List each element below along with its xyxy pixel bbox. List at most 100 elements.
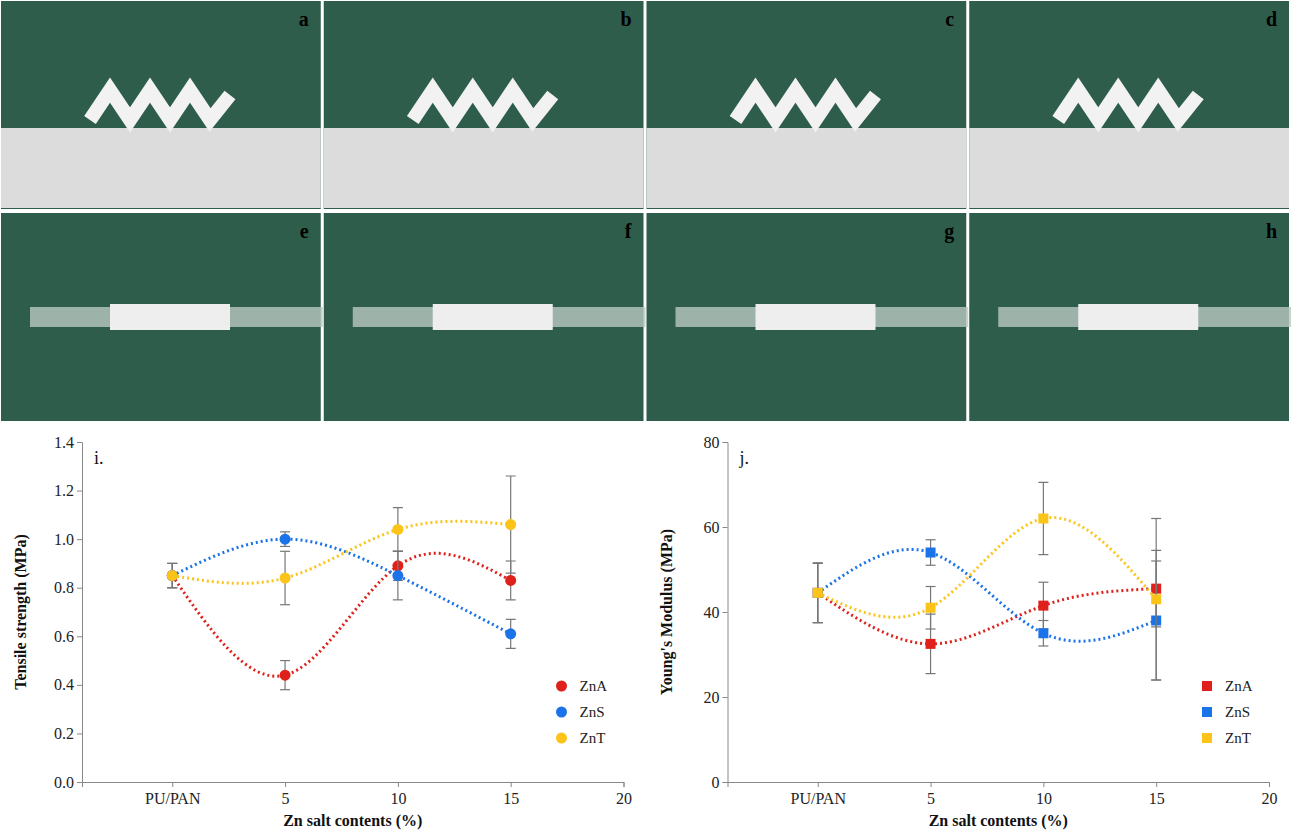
x-axis: PU/PAN 5 10 15 20	[83, 782, 633, 807]
x-tick: 10	[1036, 782, 1052, 807]
legend-label: ZnS	[580, 704, 605, 720]
error-bar	[393, 508, 403, 552]
x-tick: 5	[282, 782, 290, 807]
photo-panel: a	[1, 1, 321, 209]
legend-marker	[556, 733, 567, 744]
error-bar	[167, 563, 177, 587]
error-bar-cap	[813, 563, 823, 564]
photo-background	[647, 1, 967, 209]
photo-panel: d	[969, 1, 1289, 209]
x-tick-label: 10	[390, 790, 406, 807]
y-tick-label: 80	[704, 434, 720, 451]
x-tick-mark	[398, 782, 399, 787]
trend-line	[172, 553, 510, 676]
data-point	[926, 548, 936, 558]
x-tick-label: 5	[282, 790, 290, 807]
error-bar-cap	[813, 563, 823, 564]
x-tick-label: 10	[1036, 790, 1052, 807]
error-bar-cap	[1038, 645, 1048, 646]
y-tick-label: 0.2	[54, 725, 74, 742]
figure: abcdefghPU/PAN51015200.00.20.40.60.81.01…	[0, 0, 1291, 836]
plot-area	[167, 476, 516, 690]
y-tick: 1.0	[54, 531, 82, 548]
error-bar-cap	[1038, 620, 1048, 621]
panel-letter: f	[625, 220, 632, 242]
photo-ruler	[969, 128, 1289, 208]
x-tick-label: 20	[616, 790, 632, 807]
legend-marker	[556, 707, 567, 718]
y-axis-line	[723, 443, 729, 783]
data-point	[280, 670, 291, 681]
legend-marker	[1202, 681, 1212, 691]
photo-ruler	[324, 128, 644, 208]
photo-panel: g	[647, 213, 969, 421]
x-axis-title: Zn salt contents (%)	[929, 812, 1068, 830]
x-tick-label: 15	[503, 790, 519, 807]
panel-letter: b	[620, 8, 631, 30]
y-tick: 0.2	[54, 725, 82, 742]
data-point	[167, 570, 178, 581]
photo-background	[324, 1, 644, 209]
legend-marker	[556, 681, 567, 692]
error-bar-cap	[167, 563, 177, 564]
y-tick: 40	[704, 604, 728, 621]
photo-strip	[1078, 304, 1198, 330]
error-bar-cap	[1151, 679, 1161, 680]
y-tick-mark	[77, 782, 82, 783]
photo-strip	[413, 90, 553, 120]
y-axis-title: Young's Modulus (MPa)	[658, 529, 676, 695]
data-point	[505, 575, 516, 586]
x-tick: 10	[390, 782, 406, 807]
data-point	[813, 588, 823, 598]
error-bar	[280, 551, 290, 604]
x-tick-label: PU/PAN	[145, 790, 201, 807]
panel-letter: d	[1266, 8, 1277, 30]
trend-line	[818, 549, 1156, 641]
trend-line	[172, 521, 510, 583]
error-bar-cap	[506, 599, 516, 600]
chart-title: i.	[94, 448, 104, 468]
legend-item: ZnA	[1202, 678, 1253, 694]
plot-area	[813, 482, 1161, 680]
x-tick: 5	[927, 782, 935, 807]
data-point	[167, 570, 178, 581]
y-tick-label: 1.4	[54, 434, 74, 451]
y-tick-label: 60	[704, 519, 720, 536]
error-bar-cap	[506, 573, 516, 574]
x-axis: PU/PAN5101520	[728, 782, 1278, 807]
error-bar	[1038, 621, 1048, 647]
data-point	[280, 534, 291, 545]
x-tick-mark	[931, 782, 932, 787]
error-bar-cap	[926, 586, 936, 587]
error-bar	[1151, 519, 1161, 681]
error-bar-cap	[506, 648, 516, 649]
photo-background	[969, 1, 1289, 209]
error-bar-cap	[926, 673, 936, 674]
data-point	[505, 519, 516, 530]
photo-ruler	[1, 128, 321, 208]
error-bar-cap	[280, 551, 290, 552]
error-bar	[1038, 482, 1048, 554]
y-tick-label: 0.0	[54, 774, 74, 791]
y-tick-mark	[77, 491, 82, 492]
x-tick-mark	[1156, 782, 1157, 787]
y-tick-mark	[723, 782, 728, 783]
y-tick: 0.4	[54, 676, 82, 693]
error-bar-cap	[167, 587, 177, 588]
x-tick: 20	[1262, 782, 1278, 807]
error-bar	[813, 563, 823, 623]
error-bar-cap	[813, 622, 823, 623]
y-tick-label: 1.0	[54, 531, 74, 548]
error-bar-cap	[167, 587, 177, 588]
chart: PU/PAN5101520020406080Zn salt contents (…	[658, 434, 1278, 830]
x-tick-mark	[172, 782, 173, 787]
y-tick-mark	[77, 636, 82, 637]
x-tick-mark	[1043, 782, 1044, 787]
x-tick: 15	[1149, 782, 1165, 807]
legend-marker	[1202, 733, 1212, 743]
error-bar-cap	[280, 531, 290, 532]
y-tick: 20	[704, 689, 728, 706]
legend-label: ZnS	[1225, 704, 1250, 720]
error-bar	[280, 661, 290, 690]
data-point	[167, 570, 178, 581]
